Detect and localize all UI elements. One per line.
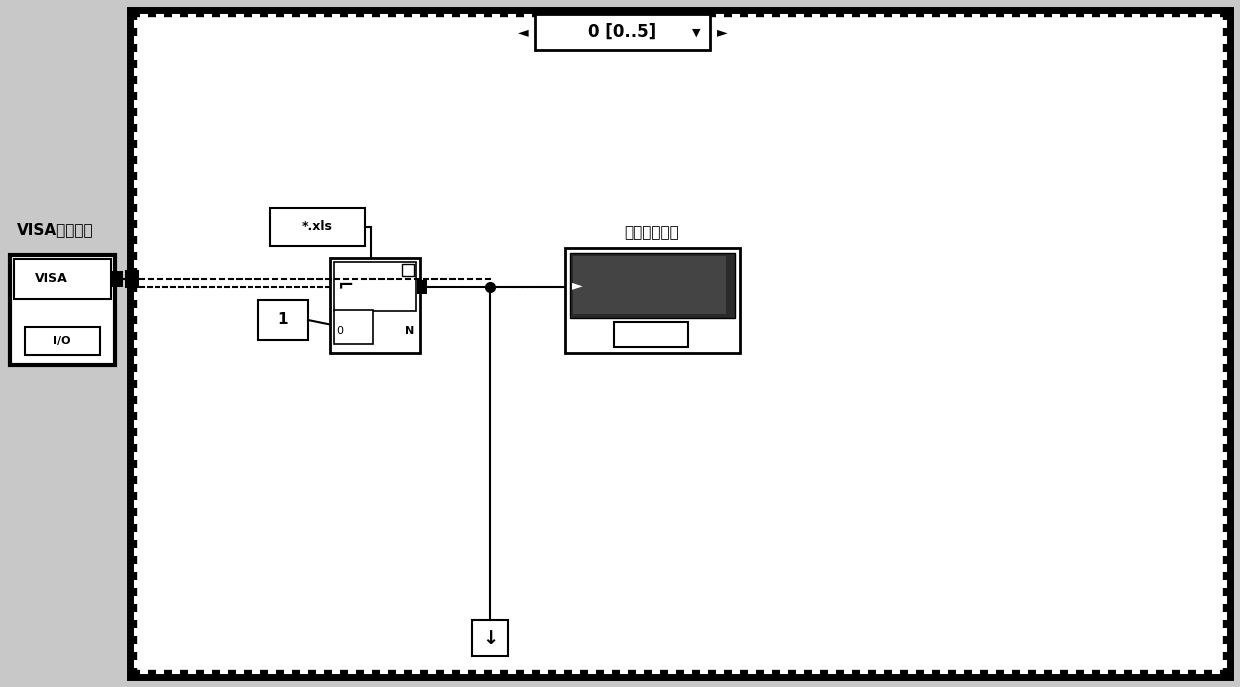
Text: 0: 0 bbox=[336, 326, 343, 336]
Text: 1: 1 bbox=[278, 313, 288, 328]
Bar bbox=[570, 253, 735, 318]
Text: VISA资源名称: VISA资源名称 bbox=[16, 223, 93, 238]
Bar bbox=[334, 262, 415, 311]
Bar bbox=[472, 620, 508, 656]
Bar bbox=[25, 327, 100, 355]
Text: VISA: VISA bbox=[35, 273, 68, 286]
Text: ▼: ▼ bbox=[692, 28, 701, 38]
Bar bbox=[417, 280, 427, 293]
Bar bbox=[0, 0, 130, 687]
Text: ⌐: ⌐ bbox=[337, 275, 355, 294]
Bar bbox=[112, 271, 123, 287]
Bar bbox=[258, 300, 308, 340]
Bar bbox=[573, 256, 725, 314]
Text: ↓: ↓ bbox=[482, 629, 498, 648]
Text: 文件保存路径: 文件保存路径 bbox=[625, 225, 680, 240]
Text: I/O: I/O bbox=[53, 336, 71, 346]
Text: ►: ► bbox=[572, 278, 583, 292]
Bar bbox=[10, 255, 115, 365]
Text: N: N bbox=[405, 326, 414, 336]
Text: 0 [0..5]: 0 [0..5] bbox=[588, 23, 656, 41]
Text: ◄: ◄ bbox=[517, 25, 528, 39]
Text: *.xls: *.xls bbox=[301, 221, 332, 234]
Bar bbox=[125, 270, 139, 288]
Bar bbox=[402, 264, 414, 276]
Text: ►: ► bbox=[717, 25, 728, 39]
Bar bbox=[334, 311, 373, 344]
Bar bbox=[270, 208, 365, 246]
Bar bbox=[130, 10, 1230, 677]
Bar bbox=[565, 248, 740, 353]
Bar bbox=[614, 322, 687, 347]
Bar bbox=[534, 14, 711, 50]
Bar bbox=[330, 258, 420, 353]
Bar bbox=[14, 259, 112, 299]
